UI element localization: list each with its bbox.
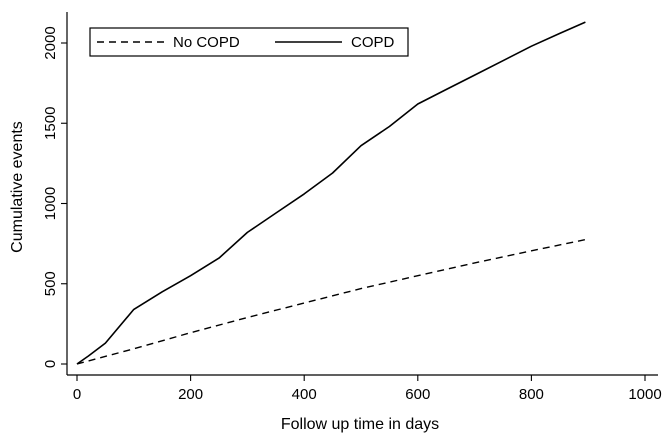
y-tick-label-2: 1000	[42, 187, 59, 220]
x-tick-label-0: 0	[73, 386, 81, 403]
series-layer	[76, 21, 586, 365]
legend: No COPD COPD	[89, 27, 409, 57]
x-tick-label-1: 200	[178, 386, 203, 403]
y-ticks: 0 500 1000 1500 2000	[42, 26, 67, 368]
y-tick-label-3: 1500	[42, 107, 59, 140]
x-tick-label-2: 400	[292, 386, 317, 403]
x-tick-label-5: 1000	[628, 386, 661, 403]
x-tick-label-3: 600	[405, 386, 430, 403]
legend-label-copd: COPD	[351, 34, 395, 51]
series-line-copd	[76, 21, 586, 365]
y-tick-label-0: 0	[42, 360, 59, 368]
x-ticks: 0 200 400 600 800 1000	[73, 375, 662, 403]
x-axis-title: Follow up time in days	[281, 416, 439, 433]
x-tick-label-4: 800	[519, 386, 544, 403]
series-line-no-copd	[76, 238, 586, 365]
legend-label-no-copd: No COPD	[173, 34, 240, 51]
y-tick-label-1: 500	[42, 271, 59, 296]
legend-box	[89, 27, 409, 57]
axes: 0 200 400 600 800 1000 0 500 1000 1500 2000	[42, 12, 662, 403]
y-tick-label-4: 2000	[42, 26, 59, 59]
y-axis-title: Cumulative events	[9, 121, 26, 253]
